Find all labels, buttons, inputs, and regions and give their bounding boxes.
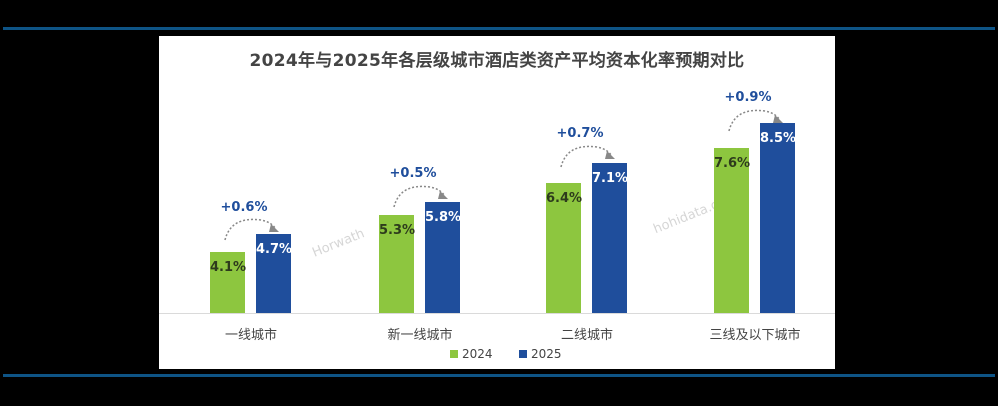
delta-newtier1: +0.5% xyxy=(389,166,437,181)
bar-2024-tier1: 4.1% xyxy=(210,252,246,313)
arrow-icon xyxy=(560,145,615,168)
chart-panel: 2024年与2025年各层级城市酒店类资产平均资本化率预期对比 Horwath … xyxy=(159,36,835,369)
category-tier3plus: 三线及以下城市 xyxy=(709,328,801,343)
arrow-icon xyxy=(224,218,279,241)
bar-2025-tier2: 7.1% xyxy=(592,163,628,313)
category-tier1: 一线城市 xyxy=(224,328,277,343)
legend-2024: 2024 xyxy=(450,347,493,361)
delta-tier2: +0.7% xyxy=(556,126,604,141)
legend-swatch-blue xyxy=(519,350,527,358)
bar-2024-tier2: 6.4% xyxy=(546,183,582,313)
bottom-rule xyxy=(3,374,995,377)
bar-2025-newtier1: 5.8% xyxy=(425,202,461,313)
arrow-icon xyxy=(393,185,448,208)
watermark-horwath: Horwath xyxy=(310,226,367,261)
bar-2025-tier3plus: 8.5% xyxy=(760,123,796,313)
delta-tier3plus: +0.9% xyxy=(724,90,772,105)
delta-tier1: +0.6% xyxy=(220,200,268,215)
top-rule xyxy=(3,27,995,30)
chart-title: 2024年与2025年各层级城市酒店类资产平均资本化率预期对比 xyxy=(249,51,745,71)
category-tier2: 二线城市 xyxy=(560,328,613,343)
legend-2025: 2025 xyxy=(519,347,562,361)
bar-2025-tier1: 4.7% xyxy=(256,234,292,313)
bar-2024-tier3plus: 7.6% xyxy=(714,148,750,313)
x-axis xyxy=(159,313,835,314)
arrow-icon xyxy=(728,109,783,132)
bar-2024-newtier1: 5.3% xyxy=(379,215,415,313)
category-newtier1: 新一线城市 xyxy=(387,328,453,343)
legend-swatch-green xyxy=(450,350,458,358)
